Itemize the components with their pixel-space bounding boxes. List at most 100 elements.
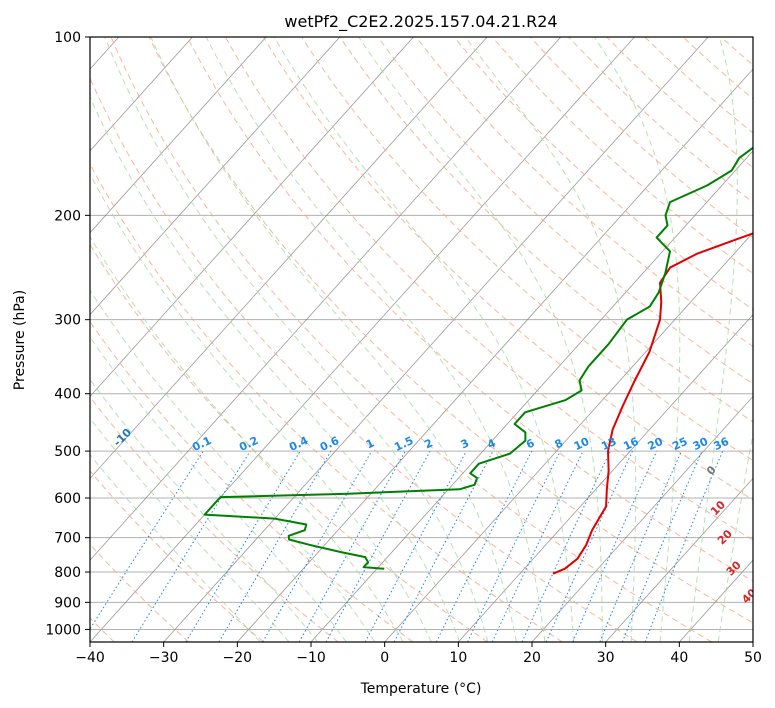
y-tick-label: 400 — [54, 387, 81, 403]
mixing-ratio-label: 16 — [621, 435, 641, 453]
plot-line-labels: 0.10.20.40.611.52346810131620253036-100-… — [111, 426, 753, 607]
chart-title: wetPf2_C2E2.2025.157.04.21.R24 — [284, 12, 557, 32]
x-tick-label: −30 — [149, 650, 179, 666]
moist-adiabat-line — [90, 378, 319, 642]
moist-adiabat-line — [205, 37, 546, 642]
dry-adiabat-line — [263, 37, 753, 501]
isotherm-line — [310, 150, 753, 642]
mixing-ratio-line — [298, 450, 406, 642]
y-tick-label: 300 — [54, 313, 81, 329]
moist-adiabat-line — [593, 37, 681, 642]
dry-adiabat-line — [224, 37, 753, 541]
mixing-ratio-line — [467, 450, 561, 642]
dry-adiabat-line — [339, 37, 753, 423]
moist-adiabat-label: 30 — [724, 558, 744, 578]
mixing-ratio-label: 36 — [712, 435, 732, 453]
mixing-ratio-label: 6 — [524, 436, 537, 451]
mixing-ratio-label: 10 — [572, 435, 592, 453]
mixing-ratio-line — [644, 450, 724, 642]
dry-adiabat-line — [148, 37, 753, 624]
moist-adiabat-line — [90, 336, 347, 642]
isotherm-line — [163, 37, 709, 642]
isotherm-line — [752, 641, 753, 642]
isotherm-line — [90, 37, 635, 642]
isotherm-line — [90, 37, 562, 561]
dry-adiabat-line — [606, 37, 753, 169]
x-tick-label: −40 — [75, 650, 105, 666]
isotherm-line — [90, 37, 267, 234]
x-tick-label: 50 — [744, 650, 762, 666]
mixing-ratio-line — [599, 450, 682, 642]
moist-adiabat-line — [104, 37, 489, 642]
y-axis-title: Pressure (hPa) — [12, 290, 28, 390]
x-tick-label: 20 — [523, 650, 541, 666]
plot-background-lines — [90, 37, 775, 642]
dewpoint-profile-line — [203, 146, 753, 570]
mixing-ratio-label: 3 — [459, 436, 471, 451]
x-axis-title: Temperature (°C) — [360, 681, 482, 697]
dry-adiabat-line — [90, 396, 339, 642]
moist-adiabat-label: 0 — [704, 463, 719, 478]
mixing-ratio-line — [131, 450, 251, 642]
mixing-ratio-label: 13 — [599, 435, 618, 453]
dry-adiabat-line — [186, 37, 753, 582]
dry-adiabat-line — [682, 37, 753, 100]
isotherm-line — [90, 37, 488, 479]
dry-adiabat-line — [90, 320, 414, 642]
dry-adiabat-line — [568, 37, 753, 203]
dry-adiabat-label: -10 — [111, 426, 134, 449]
mixing-ratio-label: 30 — [691, 435, 711, 453]
y-axis: 100 200 300 400 500 600 700 800 900 1000 — [45, 30, 90, 638]
isotherm-line — [384, 232, 753, 642]
isotherm-line — [90, 37, 341, 316]
mixing-ratio-line — [545, 450, 633, 642]
moist-adiabat-label: 20 — [715, 527, 735, 547]
moist-adiabat-line — [90, 95, 461, 642]
moist-adiabat-line — [688, 37, 738, 642]
y-tick-label: 600 — [54, 491, 81, 507]
isotherm-line — [90, 37, 193, 152]
y-tick-label: 200 — [54, 208, 81, 224]
y-tick-label: 1000 — [45, 622, 81, 638]
x-tick-label: 30 — [597, 650, 615, 666]
mixing-ratio-line — [621, 450, 703, 642]
x-tick-label: −10 — [296, 650, 326, 666]
mixing-ratio-label: 1 — [364, 436, 376, 451]
dry-adiabat-line — [90, 77, 638, 642]
y-tick-label: 100 — [54, 30, 81, 46]
mixing-ratio-line — [325, 450, 431, 642]
x-tick-label: 10 — [449, 650, 467, 666]
x-tick-label: −20 — [223, 650, 253, 666]
x-tick-label: 40 — [670, 650, 688, 666]
mixing-ratio-line — [185, 450, 301, 642]
plot-data-lines — [203, 146, 753, 575]
dry-adiabat-line — [110, 37, 713, 642]
isotherm-line — [458, 313, 753, 642]
y-tick-label: 900 — [54, 595, 81, 611]
mixing-ratio-line — [262, 450, 373, 642]
dry-adiabat-line — [759, 37, 775, 642]
moist-adiabat-line — [90, 453, 261, 642]
mixing-ratio-line — [218, 450, 332, 642]
moist-adiabat-line — [464, 37, 637, 642]
isotherm-line — [237, 68, 753, 642]
isotherm-line — [531, 395, 753, 642]
mixing-ratio-line — [521, 450, 611, 642]
dry-adiabat-line — [453, 37, 753, 311]
mixing-ratio-label: 25 — [670, 435, 689, 453]
mixing-ratio-label: 20 — [646, 435, 666, 453]
mixing-ratio-line — [364, 450, 467, 642]
isotherm-line — [605, 477, 753, 642]
moist-adiabat-line — [717, 430, 753, 642]
dry-adiabat-line — [415, 37, 753, 348]
moist-adiabat-label: 10 — [708, 498, 728, 518]
moist-adiabat-line — [90, 172, 432, 642]
dry-adiabat-line — [377, 37, 753, 385]
moist-adiabat-line — [90, 235, 404, 642]
y-tick-label: 700 — [54, 531, 81, 547]
dry-adiabat-line — [491, 37, 753, 274]
moist-adiabat-line — [273, 37, 575, 642]
moist-adiabat-line — [90, 417, 290, 642]
mixing-ratio-line — [90, 450, 204, 630]
y-tick-label: 500 — [54, 444, 81, 460]
